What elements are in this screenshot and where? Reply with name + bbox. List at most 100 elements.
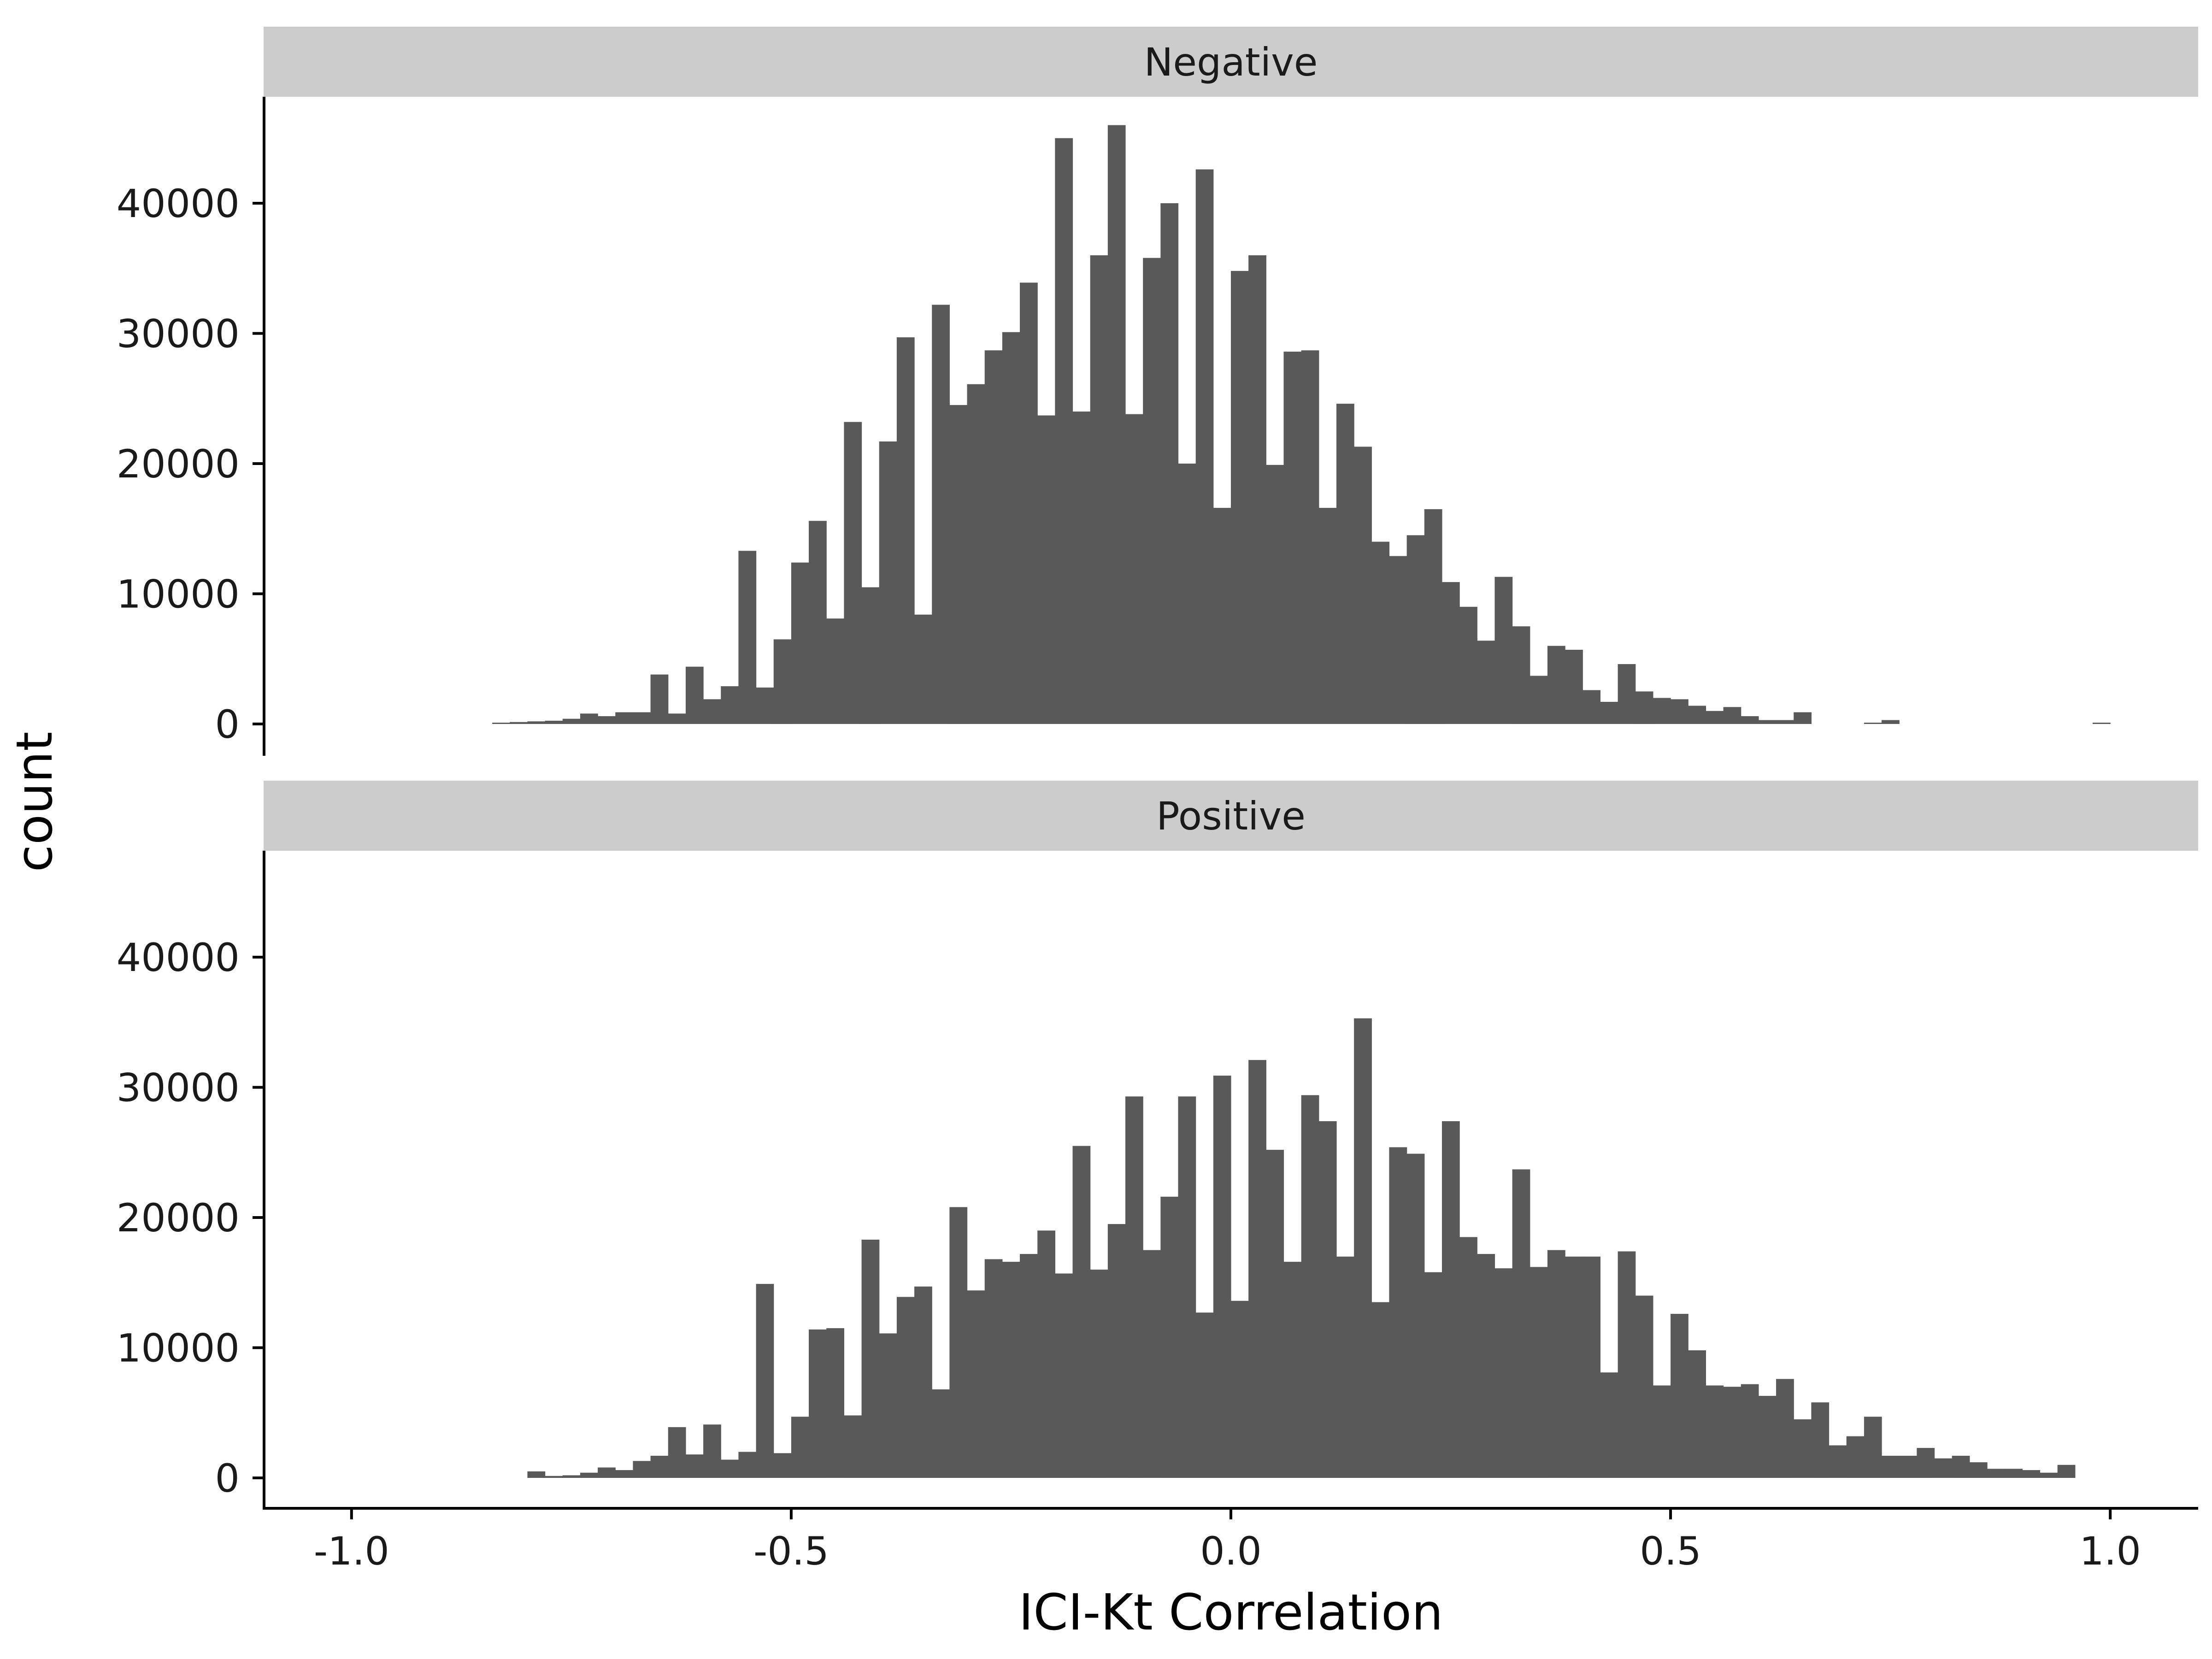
bar-negative-42 bbox=[1231, 271, 1249, 724]
bar-negative-43 bbox=[1248, 255, 1266, 724]
bar-positive-45 bbox=[1318, 1121, 1337, 1478]
bar-positive-83 bbox=[1987, 1469, 2005, 1478]
bar-negative-52 bbox=[1406, 535, 1425, 724]
bar-negative-45 bbox=[1283, 352, 1302, 724]
bar-positive-16 bbox=[809, 1329, 827, 1478]
bar-positive-34 bbox=[1125, 1096, 1143, 1478]
bar-positive-79 bbox=[1917, 1448, 1935, 1478]
bar-positive-55 bbox=[1494, 1268, 1513, 1478]
bar-negative-54 bbox=[1441, 582, 1460, 724]
bar-positive-78 bbox=[1899, 1455, 1917, 1478]
bar-positive-30 bbox=[1055, 1273, 1073, 1478]
bar-positive-14 bbox=[773, 1453, 792, 1478]
strip-positive bbox=[264, 781, 2198, 851]
bar-negative-79 bbox=[1882, 720, 1900, 724]
bar-negative-17 bbox=[791, 562, 809, 724]
bar-positive-41 bbox=[1248, 1060, 1266, 1478]
bar-positive-73 bbox=[1811, 1402, 1830, 1478]
bar-positive-86 bbox=[2040, 1472, 2058, 1478]
bar-positive-74 bbox=[1829, 1445, 1847, 1478]
bar-negative-30 bbox=[1020, 282, 1038, 724]
bar-positive-23 bbox=[932, 1389, 950, 1478]
bar-negative-25 bbox=[932, 305, 950, 724]
bar-positive-82 bbox=[1969, 1462, 1988, 1478]
y-tick-label: 0 bbox=[215, 1456, 240, 1501]
x-tick-label: 1.0 bbox=[2079, 1529, 2141, 1574]
bar-positive-64 bbox=[1653, 1385, 1671, 1478]
bar-negative-62 bbox=[1583, 690, 1601, 724]
bar-negative-15 bbox=[756, 687, 774, 724]
bar-negative-73 bbox=[1776, 720, 1794, 724]
bar-positive-76 bbox=[1864, 1417, 1882, 1478]
bar-positive-61 bbox=[1600, 1372, 1618, 1478]
bar-negative-13 bbox=[721, 686, 739, 724]
bar-positive-80 bbox=[1934, 1458, 1953, 1478]
bar-negative-14 bbox=[738, 551, 757, 724]
bar-positive-31 bbox=[1072, 1146, 1091, 1478]
bar-negative-49 bbox=[1354, 447, 1372, 724]
bar-positive-54 bbox=[1477, 1254, 1495, 1478]
bar-positive-15 bbox=[791, 1417, 809, 1478]
bar-positive-27 bbox=[1002, 1262, 1020, 1478]
bar-negative-70 bbox=[1723, 707, 1741, 724]
bar-positive-52 bbox=[1441, 1121, 1460, 1478]
panel-positive: Positive 0 10000 20000 30000 40000 bbox=[117, 781, 2198, 1510]
y-tick-label: 10000 bbox=[117, 1326, 240, 1371]
bar-positive-1 bbox=[545, 1476, 563, 1478]
bar-negative-35 bbox=[1107, 125, 1126, 724]
bar-negative-38 bbox=[1160, 203, 1179, 724]
bar-negative-21 bbox=[861, 587, 880, 724]
bar-positive-69 bbox=[1741, 1384, 1759, 1478]
bar-negative-18 bbox=[809, 521, 827, 724]
bar-negative-65 bbox=[1635, 691, 1653, 724]
bar-positive-39 bbox=[1213, 1076, 1231, 1478]
y-tick-label: 40000 bbox=[117, 181, 240, 226]
bar-positive-29 bbox=[1037, 1230, 1055, 1478]
bar-negative-4 bbox=[562, 718, 581, 724]
bar-positive-77 bbox=[1882, 1455, 1900, 1478]
bar-negative-61 bbox=[1565, 649, 1583, 724]
bar-negative-23 bbox=[896, 337, 915, 724]
bar-negative-74 bbox=[1794, 712, 1812, 724]
strip-negative bbox=[264, 27, 2198, 97]
bar-positive-32 bbox=[1090, 1270, 1108, 1478]
y-tick-label: 30000 bbox=[117, 1065, 240, 1111]
bar-negative-78 bbox=[1864, 723, 1882, 724]
bar-negative-58 bbox=[1512, 626, 1530, 724]
bar-negative-22 bbox=[879, 441, 897, 724]
bar-negative-91 bbox=[2093, 723, 2111, 724]
bar-positive-28 bbox=[1020, 1254, 1038, 1478]
bar-negative-16 bbox=[773, 639, 792, 724]
strip-label-negative: Negative bbox=[1144, 40, 1318, 85]
y-tick-label: 20000 bbox=[117, 441, 240, 487]
bar-positive-11 bbox=[721, 1459, 739, 1478]
bars-negative bbox=[492, 125, 2111, 724]
bar-positive-36 bbox=[1160, 1196, 1179, 1478]
bar-negative-27 bbox=[967, 384, 985, 724]
bar-positive-2 bbox=[562, 1475, 581, 1478]
y-tick-label: 20000 bbox=[117, 1195, 240, 1241]
bar-negative-56 bbox=[1477, 641, 1495, 724]
bar-negative-28 bbox=[984, 350, 1003, 724]
bar-positive-33 bbox=[1107, 1224, 1126, 1478]
bar-negative-69 bbox=[1706, 711, 1724, 724]
bar-positive-25 bbox=[967, 1290, 985, 1478]
bars-positive bbox=[527, 1018, 2076, 1478]
bar-positive-81 bbox=[1952, 1455, 1970, 1478]
bar-positive-59 bbox=[1565, 1256, 1583, 1478]
bar-positive-13 bbox=[756, 1284, 774, 1478]
bar-positive-40 bbox=[1231, 1300, 1249, 1478]
bar-positive-87 bbox=[2057, 1465, 2076, 1478]
bar-positive-22 bbox=[914, 1286, 932, 1478]
bar-negative-1 bbox=[510, 722, 528, 724]
y-tick-label: 30000 bbox=[117, 312, 240, 357]
bar-positive-24 bbox=[949, 1207, 968, 1478]
bar-negative-24 bbox=[914, 614, 932, 724]
bar-negative-3 bbox=[545, 720, 563, 724]
bar-positive-26 bbox=[984, 1259, 1003, 1478]
bar-positive-72 bbox=[1794, 1419, 1812, 1478]
bar-negative-37 bbox=[1143, 258, 1161, 724]
x-ticks: -1.0 -0.5 0.0 0.5 1.0 bbox=[314, 1508, 2141, 1574]
bar-negative-57 bbox=[1494, 577, 1513, 724]
